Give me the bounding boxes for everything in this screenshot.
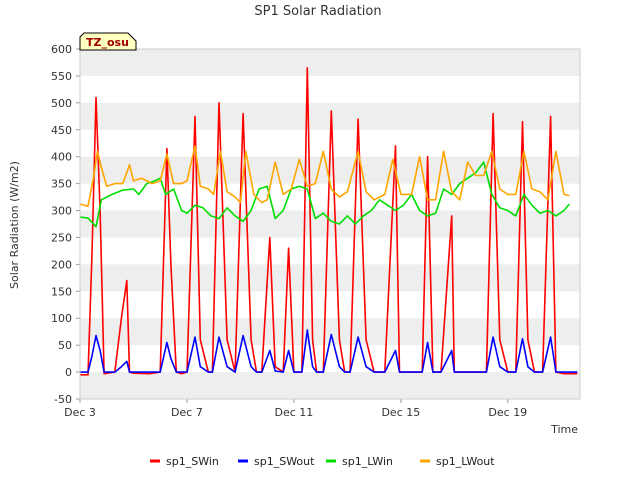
y-tick-label: 550 (51, 70, 72, 83)
x-tick-label: Dec 19 (488, 406, 527, 419)
legend-label-sp1_SWin: sp1_SWin (166, 455, 219, 468)
y-axis-ticks: -50 0 50 100 150 200 250 300 350 400 450 500 550 600 (51, 43, 80, 406)
grid-band (80, 372, 580, 399)
x-tick-label: Dec 7 (171, 406, 203, 419)
series-layer (79, 67, 578, 376)
grid-band (80, 210, 580, 238)
series-line-sp1_LWin (79, 161, 570, 228)
legend-label-sp1_LWout: sp1_LWout (436, 455, 495, 468)
y-tick-label: 200 (51, 258, 72, 271)
badge-shape (79, 32, 137, 51)
y-tick-label: -50 (54, 393, 72, 406)
legend-label-sp1_LWin: sp1_LWin (342, 455, 393, 468)
y-tick-label: 350 (51, 178, 72, 191)
y-tick-label: 500 (51, 97, 72, 110)
x-tick-label: Dec 15 (381, 406, 420, 419)
chart-title: SP1 Solar Radiation (254, 4, 381, 19)
y-tick-label: 450 (51, 124, 72, 137)
plot-background (80, 49, 580, 399)
grid-band (80, 264, 580, 292)
x-tick-label: Dec 3 (64, 406, 96, 419)
grid-band (80, 102, 580, 130)
badge-label: TZ_osu (86, 36, 129, 49)
y-tick-label: 0 (65, 366, 72, 379)
y-tick-label: 50 (58, 339, 72, 352)
legend-label-sp1_SWout: sp1_SWout (254, 455, 315, 468)
y-tick-label: 100 (51, 312, 72, 325)
series-line-sp1_SWout (80, 329, 578, 373)
y-axis-title: Solar Radiation (W/m2) (8, 161, 21, 289)
y-tick-label: 400 (51, 151, 72, 164)
x-axis-ticks: Dec 3 Dec 7 Dec 11 Dec 15 Dec 19 (64, 399, 527, 419)
legend: sp1_SWin sp1_SWout sp1_LWin sp1_LWout (150, 455, 495, 468)
y-tick-label: 600 (51, 43, 72, 56)
grid-band (80, 49, 580, 76)
y-tick-label: 250 (51, 231, 72, 244)
y-tick-label: 300 (51, 205, 72, 218)
x-tick-label: Dec 11 (275, 406, 314, 419)
y-tick-label: 150 (51, 285, 72, 298)
series-line-sp1_LWout (79, 145, 570, 207)
plot-frame (79, 48, 581, 400)
site-badge: TZ_osu (79, 32, 137, 51)
x-axis-title: Time (550, 423, 578, 436)
